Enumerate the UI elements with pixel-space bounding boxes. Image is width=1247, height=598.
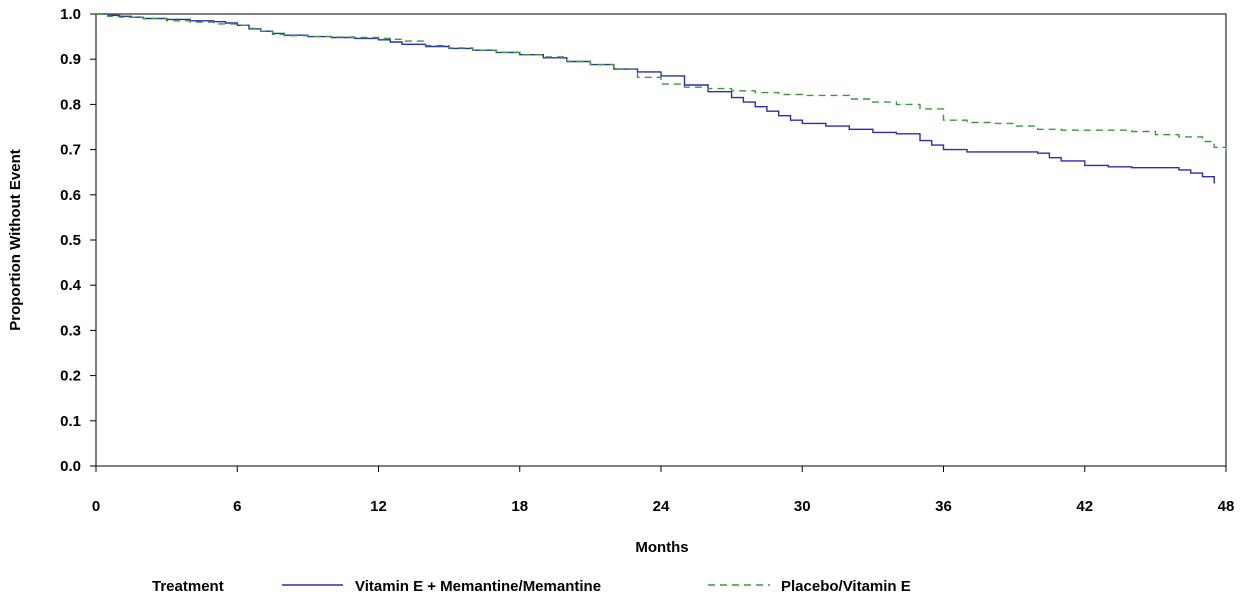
y-tick-label: 1.0 <box>60 6 81 23</box>
x-tick-label: 18 <box>511 498 528 515</box>
y-tick-label: 0.5 <box>60 232 81 249</box>
x-axis: 0 6 12 18 24 30 36 42 48 <box>92 466 1235 515</box>
y-tick-label: 0.0 <box>60 458 81 475</box>
y-tick-label: 0.2 <box>60 368 81 385</box>
y-axis-label: Proportion Without Event <box>7 149 24 331</box>
y-tick-label: 0.6 <box>60 187 81 204</box>
series-line-placebo-vitamin-e <box>96 13 1227 155</box>
y-tick-label: 0.7 <box>60 142 81 159</box>
x-tick-label: 48 <box>1218 498 1235 515</box>
series-lines <box>96 13 1227 184</box>
legend-label-placebo-vitamin-e: Placebo/Vitamin E <box>781 578 911 595</box>
x-axis-label: Months <box>635 539 688 556</box>
legend-label-vitamin-e-memantine: Vitamin E + Memantine/Memantine <box>355 578 601 595</box>
plot-frame <box>95 13 1227 467</box>
y-tick-label: 0.1 <box>60 413 81 430</box>
y-tick-label: 0.8 <box>60 96 81 113</box>
x-tick-label: 0 <box>92 498 100 515</box>
y-tick-label: 0.4 <box>60 277 82 294</box>
x-tick-label: 36 <box>935 498 952 515</box>
series-line-vitamin-e-memantine <box>96 13 1215 184</box>
x-tick-label: 6 <box>233 498 241 515</box>
x-tick-label: 24 <box>653 498 670 515</box>
y-tick-label: 0.3 <box>60 322 81 339</box>
y-axis: 0.0 0.1 0.2 0.3 0.4 0.5 0.6 0.7 0.8 0.9 1.0 <box>60 6 96 475</box>
y-tick-label: 0.9 <box>60 51 81 68</box>
plot-area <box>95 13 1227 467</box>
x-tick-label: 30 <box>794 498 811 515</box>
x-tick-label: 42 <box>1076 498 1093 515</box>
x-tick-label: 12 <box>370 498 387 515</box>
legend: Treatment Vitamin E + Memantine/Memantin… <box>152 578 911 595</box>
legend-title: Treatment <box>152 578 224 595</box>
